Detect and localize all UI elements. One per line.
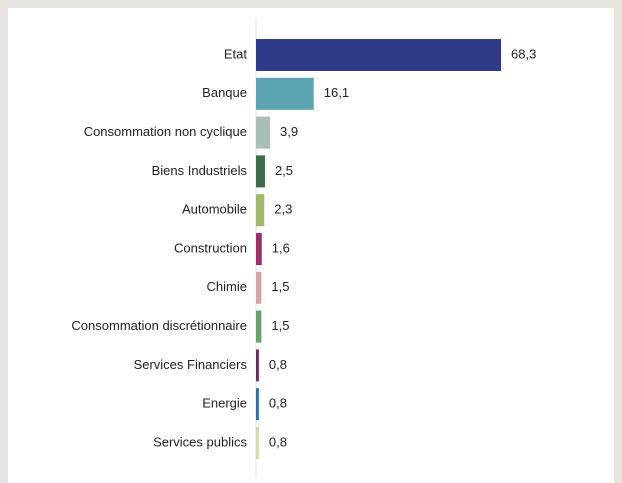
value-label: 16,1 [324,85,349,100]
value-label: 1,5 [271,279,289,294]
value-label: 0,8 [269,357,287,372]
bar [256,155,265,188]
bar [256,194,265,227]
category-label: Automobile [182,202,247,217]
value-label: 3,9 [280,124,298,139]
value-label: 1,6 [272,240,290,255]
category-label: Energie [202,396,247,411]
bar [256,310,262,343]
bar [256,271,262,304]
bar [256,349,259,382]
category-label: Etat [224,46,248,61]
value-label: 0,8 [269,434,287,449]
bar [256,427,259,459]
value-label: 2,3 [274,202,292,217]
category-label: Services publics [153,434,247,449]
bar [256,39,501,71]
category-label: Consommation non cyclique [84,124,247,139]
bar [256,233,262,265]
category-label: Biens Industriels [152,163,248,178]
value-label: 68,3 [511,46,536,61]
value-label: 2,5 [275,163,293,178]
category-label: Construction [174,240,247,255]
bar [256,116,270,149]
category-label: Services Financiers [134,357,248,372]
bar [256,388,259,421]
category-label: Consommation discrétionnaire [71,318,247,333]
value-label: 1,5 [271,318,289,333]
bar [256,77,314,110]
category-label: Chimie [207,279,247,294]
value-label: 0,8 [269,396,287,411]
category-label: Banque [202,85,247,100]
